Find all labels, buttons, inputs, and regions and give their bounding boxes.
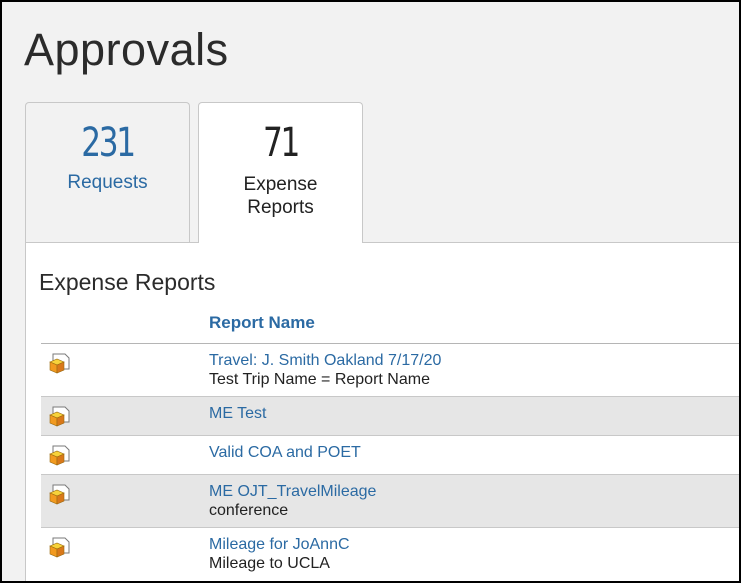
report-subtitle: Test Trip Name = Report Name — [209, 371, 430, 388]
report-cube-icon — [49, 445, 70, 466]
report-cube-icon — [49, 406, 70, 427]
report-name-link[interactable]: Travel: J. Smith Oakland 7/17/20 — [209, 352, 442, 369]
report-text: Travel: J. Smith Oakland 7/17/20 Test Tr… — [209, 344, 739, 389]
report-subtitle: conference — [209, 502, 289, 519]
reports-table: Travel: J. Smith Oakland 7/17/20 Test Tr… — [41, 343, 739, 581]
table-row[interactable]: ME OJT_TravelMileage conference — [41, 475, 739, 528]
page-title: Approvals — [24, 24, 229, 75]
requests-label: Requests — [67, 172, 148, 193]
table-row[interactable]: Travel: J. Smith Oakland 7/17/20 Test Tr… — [41, 344, 739, 397]
column-header-report-name[interactable]: Report Name — [209, 313, 315, 332]
report-cube-icon — [49, 537, 70, 558]
tab-expense-reports[interactable]: 71 Expense Reports — [198, 102, 363, 243]
report-name-link[interactable]: Mileage for JoAnnC — [209, 536, 350, 553]
report-text: ME Test — [209, 397, 739, 423]
expense-reports-panel: Expense Reports Report Name Travel: J. S… — [25, 242, 739, 581]
table-row[interactable]: ME Test — [41, 397, 739, 436]
report-name-link[interactable]: Valid COA and POET — [209, 444, 361, 461]
table-row[interactable]: Mileage for JoAnnC Mileage to UCLA — [41, 528, 739, 581]
report-subtitle: Mileage to UCLA — [209, 555, 330, 572]
report-name-link[interactable]: ME Test — [209, 405, 267, 422]
report-text: ME OJT_TravelMileage conference — [209, 475, 739, 520]
report-text: Mileage for JoAnnC Mileage to UCLA — [209, 528, 739, 573]
report-cube-icon — [49, 353, 70, 374]
report-name-link[interactable]: ME OJT_TravelMileage — [209, 483, 377, 500]
tab-requests[interactable]: 231 Requests — [25, 102, 190, 242]
section-title: Expense Reports — [39, 269, 216, 295]
table-row[interactable]: Valid COA and POET — [41, 436, 739, 475]
requests-count: 231 — [81, 120, 136, 166]
report-cube-icon — [49, 484, 70, 505]
report-text: Valid COA and POET — [209, 436, 739, 462]
expense-reports-count: 71 — [262, 120, 300, 166]
expense-reports-label: Expense Reports — [243, 174, 318, 218]
